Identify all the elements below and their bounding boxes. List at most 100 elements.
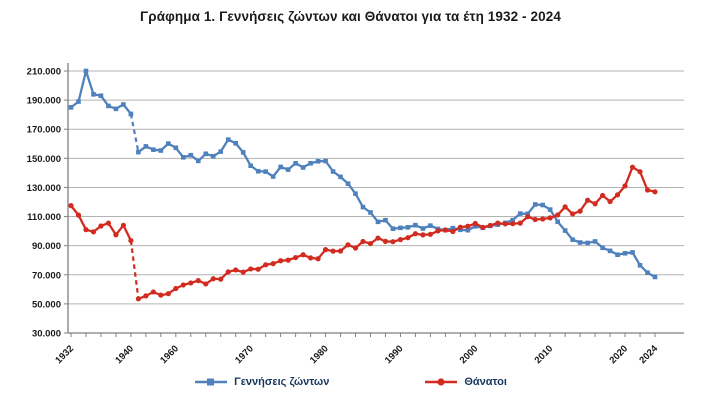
deaths-data-point [315, 256, 321, 262]
deaths-data-point [195, 278, 201, 284]
x-tick-label: 1932 [53, 343, 76, 366]
deaths-data-point [607, 198, 613, 205]
births-data-point [517, 211, 523, 216]
deaths-data-point [203, 281, 209, 287]
deaths-data-point [570, 211, 576, 217]
deaths-data-point [135, 296, 141, 302]
births-data-point [83, 68, 89, 74]
deaths-data-point [225, 269, 231, 275]
deaths-data-point [525, 214, 531, 220]
deaths-data-point [143, 293, 149, 299]
births-data-point [637, 262, 643, 268]
deaths-data-point [652, 189, 658, 195]
deaths-data-point [98, 223, 104, 229]
y-tick-label: 210.000 [27, 67, 61, 78]
x-tick-label: 1970 [233, 343, 256, 366]
births-data-point [248, 163, 253, 169]
deaths-data-point [382, 238, 389, 244]
y-axis [64, 63, 69, 334]
births-data-point [645, 270, 650, 275]
deaths-data-point [592, 201, 598, 207]
births-data-point [450, 225, 456, 231]
deaths-data-point [599, 192, 606, 199]
deaths-data-point [293, 254, 299, 261]
x-tick-label: 1960 [158, 343, 181, 366]
deaths-data-point [495, 220, 501, 226]
deaths-data-point [128, 237, 134, 244]
births-data-point [652, 274, 658, 280]
series-line-post-gap [137, 166, 656, 300]
births-data-point [195, 158, 201, 164]
x-tick-label: 2010 [533, 343, 556, 366]
deaths-data-point [255, 266, 261, 272]
deaths-data-point [480, 224, 486, 230]
births-data-point [143, 144, 149, 149]
deaths-data-point [532, 216, 538, 223]
deaths-data-point [360, 238, 366, 245]
births-data-point [465, 227, 471, 233]
births-data-point [203, 151, 209, 157]
births-data-point [166, 141, 171, 146]
deaths-data-point [83, 227, 89, 233]
grid-lines [68, 70, 684, 334]
deaths-legend-label: Θάνατοι [464, 376, 507, 388]
series-gap-dashed-segment [129, 113, 140, 153]
deaths-data-point [637, 169, 643, 175]
y-tick-label: 90.000 [32, 241, 61, 252]
deaths-data-point [180, 282, 186, 288]
deaths-data-point [450, 228, 456, 235]
births-data-point [398, 225, 403, 231]
deaths-data-point [270, 261, 276, 267]
y-axis-tick-labels: 210.000 190.000 170.000 150.000 130.000 110.0… [27, 67, 61, 340]
births-data-point [338, 174, 343, 180]
deaths-data-point [285, 257, 291, 263]
y-tick-label: 50.000 [32, 299, 61, 310]
births-data-point [181, 154, 186, 160]
births-data-point [68, 105, 74, 110]
chart-canvas: 210.000 190.000 170.000 150.000 130.000 110.0… [27, 63, 684, 366]
births-data-point [428, 223, 433, 228]
births-data-point [98, 93, 104, 99]
chart-legend: Γεννήσεις ζώντων Θάνατοι [0, 376, 701, 388]
deaths-data-point [502, 221, 508, 227]
x-tick-label: 1980 [308, 343, 331, 366]
deaths-data-point [300, 252, 306, 258]
deaths-data-point [547, 215, 553, 221]
deaths-data-point [457, 224, 463, 230]
deaths-data-point [420, 232, 426, 238]
deaths-data-point [158, 292, 164, 298]
births-data-point [607, 248, 613, 254]
deaths-data-point [173, 285, 179, 292]
births-data-point [592, 239, 598, 244]
deaths-data-point [68, 203, 74, 209]
births-data-point [225, 137, 231, 142]
deaths-data-point [210, 276, 216, 282]
births-data-point [128, 111, 134, 117]
deaths-data-point [352, 245, 359, 251]
births-data-point [270, 174, 276, 179]
series-line-pre-gap [70, 204, 132, 242]
births-data-point [136, 149, 141, 155]
deaths-data-point [390, 239, 396, 245]
births-data-point [255, 168, 261, 174]
deaths-data-point [278, 258, 284, 264]
deaths-data-point [307, 255, 314, 261]
deaths-data-point [263, 262, 269, 268]
births-data-point [555, 219, 560, 225]
legend-item-deaths: Θάνατοι [424, 376, 507, 388]
deaths-data-point [644, 187, 651, 193]
deaths-data-point [540, 216, 546, 222]
y-tick-label: 70.000 [32, 270, 61, 281]
series-line-post-gap [137, 138, 656, 278]
deaths-data-point [397, 237, 404, 243]
deaths-data-point [233, 267, 239, 273]
births-data-point [622, 250, 628, 256]
births-data-point [532, 202, 538, 207]
births-data-point [106, 103, 111, 109]
births-data-point [615, 252, 620, 258]
y-tick-label: 150.000 [27, 154, 61, 165]
x-tick-label: 2020 [607, 343, 630, 366]
deaths-data-point [412, 231, 419, 237]
deaths-data-point [120, 222, 127, 228]
